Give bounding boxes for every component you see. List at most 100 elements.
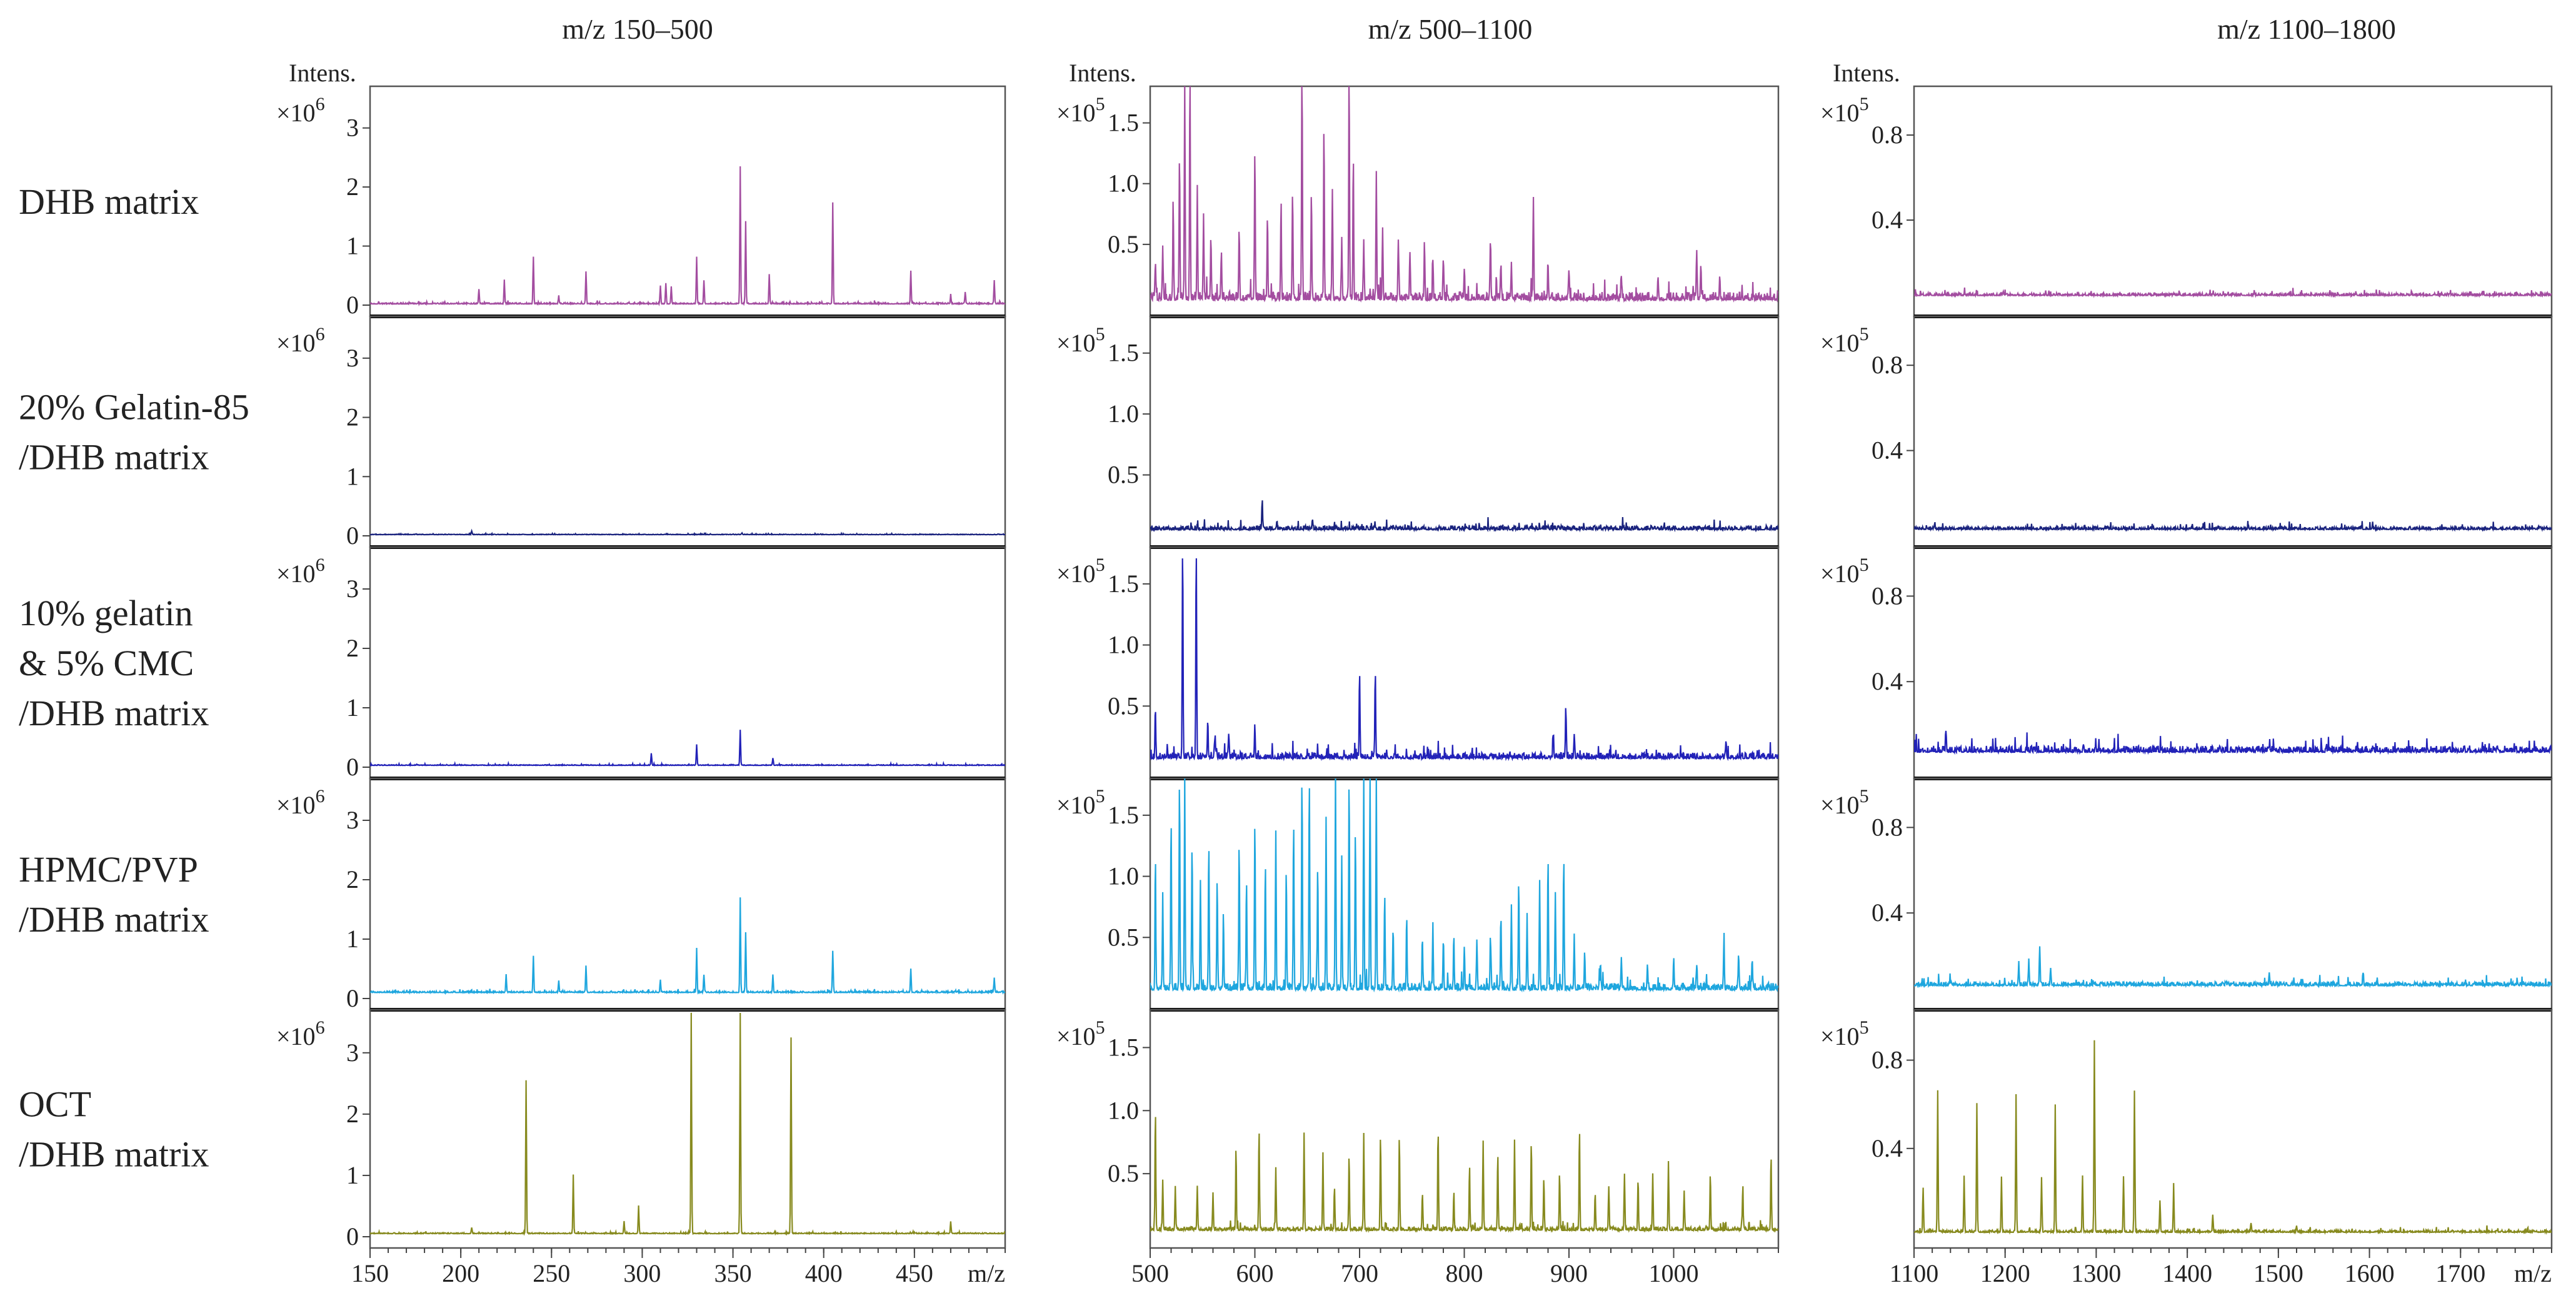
spectrum-panel: 0 1 2 3 ×106 — [276, 546, 1006, 781]
column-title: m/z 1100–1800 — [2217, 13, 2396, 45]
y-axis-title: Intens. — [289, 59, 356, 87]
row-label: OCT — [19, 1084, 91, 1125]
panel-frame — [369, 546, 1006, 780]
panel-frame — [1149, 546, 1780, 780]
x-tick-label: 1400 — [2162, 1259, 2212, 1287]
row-label: DHB matrix — [19, 181, 199, 222]
spectrum-line — [1914, 521, 2552, 533]
spectrum-line — [1914, 1040, 2552, 1235]
row-label: 10% gelatin — [19, 593, 193, 633]
spectrum-panel: 0.51.01.5×105 — [1056, 315, 1780, 549]
y-multiplier-base: ×10 — [1056, 1022, 1096, 1050]
y-multiplier-label: ×105 — [1820, 94, 1869, 127]
x-tick-label: 300 — [623, 1259, 661, 1287]
x-tick-label: 1500 — [2253, 1259, 2303, 1287]
y-multiplier-base: ×10 — [1820, 1022, 1860, 1050]
y-multiplier-exponent: 6 — [316, 786, 325, 807]
y-multiplier-label: ×105 — [1820, 555, 1869, 588]
y-multiplier-label: ×105 — [1056, 94, 1105, 127]
y-tick-label: 0.4 — [1872, 898, 1903, 927]
spectrum-panel: 0 1 2 3 ×106 — [276, 315, 1006, 550]
y-multiplier-label: ×105 — [1820, 324, 1869, 357]
x-tick-label: 150 — [351, 1259, 389, 1287]
y-multiplier-base: ×10 — [1056, 560, 1096, 588]
y-multiplier-exponent: 5 — [1096, 324, 1105, 345]
row-label: HPMC/PVP — [19, 849, 198, 890]
y-tick-label: 2 — [346, 865, 359, 893]
spectrum-line — [370, 528, 1005, 536]
spectrum-line — [1914, 730, 2552, 755]
y-tick-label: 1.0 — [1108, 169, 1139, 198]
y-tick-label: 0.4 — [1872, 206, 1903, 234]
x-tick-label: 1600 — [2345, 1259, 2395, 1287]
y-tick-label: 0.4 — [1872, 667, 1903, 695]
column-title: m/z 150–500 — [562, 13, 713, 45]
panel-frame — [369, 315, 1006, 548]
x-tick-label: 200 — [442, 1259, 479, 1287]
x-tick-label: 1300 — [2071, 1259, 2121, 1287]
y-tick-label: 3 — [346, 1039, 359, 1067]
y-multiplier-label: ×106 — [276, 555, 325, 588]
y-axis-title: Intens. — [1069, 59, 1136, 87]
y-tick-label: 1 — [346, 693, 359, 722]
row-label: /DHB matrix — [19, 693, 209, 733]
y-multiplier-exponent: 5 — [1096, 94, 1105, 114]
y-tick-label: 1.5 — [1108, 109, 1139, 137]
y-tick-label: 1 — [346, 232, 359, 260]
y-tick-label: 0.5 — [1108, 692, 1139, 720]
spectrum-line — [1150, 778, 1778, 993]
y-tick-label: 0.8 — [1872, 121, 1903, 149]
y-tick-label: 1.5 — [1108, 1033, 1139, 1061]
y-multiplier-base: ×10 — [1056, 791, 1096, 819]
y-tick-label: 1.5 — [1108, 339, 1139, 367]
y-multiplier-base: ×10 — [276, 560, 316, 588]
x-tick-label: 400 — [805, 1259, 843, 1287]
spectrum-line — [370, 166, 1005, 307]
x-axis-unit: m/z — [2514, 1259, 2552, 1287]
y-tick-label: 1 — [346, 925, 359, 953]
y-tick-label: 0 — [346, 291, 359, 319]
x-tick-label: 500 — [1131, 1259, 1169, 1287]
y-multiplier-label: ×106 — [276, 1017, 325, 1050]
y-tick-label: 0 — [346, 753, 359, 781]
y-tick-label: 0 — [346, 521, 359, 550]
y-axis-title: Intens. — [1833, 59, 1900, 87]
y-multiplier-exponent: 5 — [1860, 555, 1869, 575]
y-multiplier-exponent: 5 — [1860, 324, 1869, 345]
row-label: 20% Gelatin-85 — [19, 387, 249, 428]
y-tick-label: 0.8 — [1872, 813, 1903, 841]
spectrum-panel: 0.40.8×105 — [1820, 546, 2553, 780]
y-tick-label: 1.5 — [1108, 570, 1139, 598]
y-multiplier-label: ×106 — [276, 324, 325, 357]
x-tick-label: 800 — [1446, 1259, 1483, 1287]
y-tick-label: 3 — [346, 114, 359, 142]
y-tick-label: 0 — [346, 984, 359, 1012]
y-tick-label: 0.5 — [1108, 923, 1139, 951]
y-multiplier-base: ×10 — [1820, 329, 1860, 357]
spectrum-panel: 0.51.01.5×105 — [1056, 546, 1780, 780]
y-tick-label: 0.8 — [1872, 1046, 1903, 1074]
column-title: m/z 500–1100 — [1368, 13, 1533, 45]
spectrum-line — [1150, 558, 1778, 762]
x-tick-label: 600 — [1236, 1259, 1274, 1287]
y-multiplier-label: ×105 — [1820, 786, 1869, 819]
y-tick-label: 0.8 — [1872, 351, 1903, 379]
y-tick-label: 1.0 — [1108, 400, 1139, 428]
x-tick-label: 1000 — [1649, 1259, 1699, 1287]
y-multiplier-exponent: 5 — [1860, 1017, 1869, 1038]
row-label: /DHB matrix — [19, 1134, 209, 1175]
y-multiplier-base: ×10 — [1056, 329, 1096, 357]
y-multiplier-exponent: 6 — [316, 555, 325, 575]
y-tick-label: 2 — [346, 1100, 359, 1128]
y-tick-label: 2 — [346, 173, 359, 201]
spectrum-panel: 0 1 2 3 ×106 150 200 250 300 350 400 450 m/z — [276, 1009, 1006, 1287]
spectrum-line — [1914, 287, 2552, 298]
panel-frame — [1149, 315, 1780, 548]
y-tick-label: 3 — [346, 806, 359, 834]
y-multiplier-label: ×105 — [1056, 786, 1105, 819]
spectrum-line — [1150, 86, 1778, 303]
spectrum-panel: 0.4 0.8×105 Intens. — [1820, 59, 2553, 318]
y-tick-label: 2 — [346, 403, 359, 431]
